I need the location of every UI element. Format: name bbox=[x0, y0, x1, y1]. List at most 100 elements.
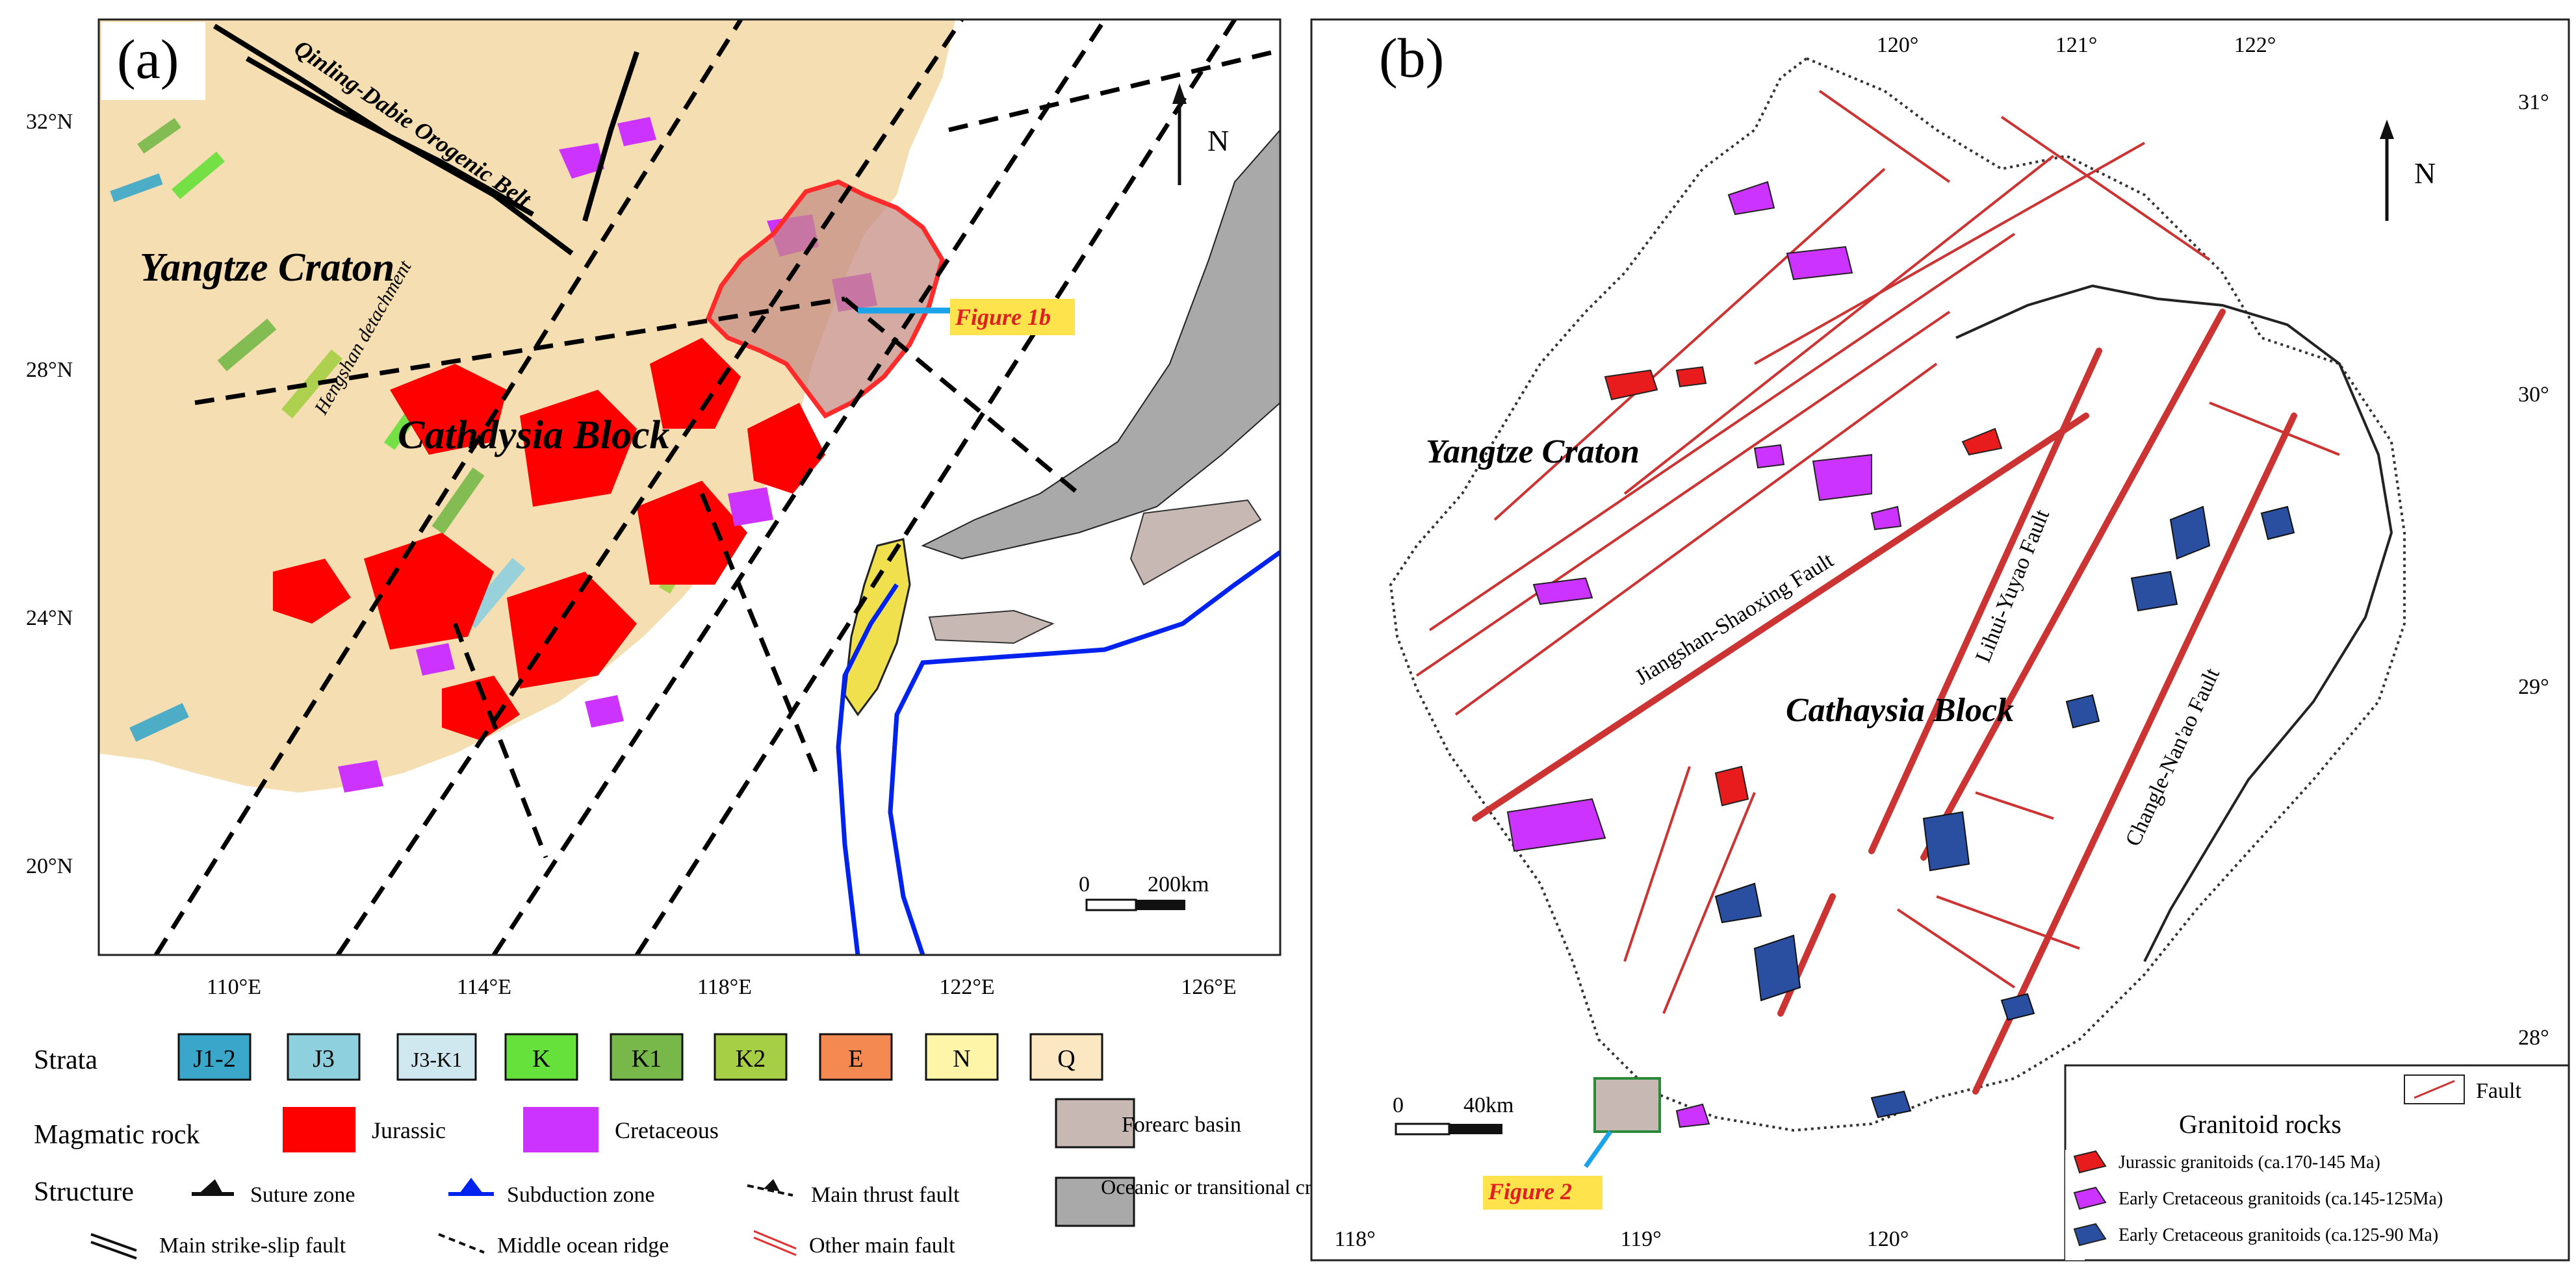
panel-b-lat-labels: 31° 30° 29° 28° bbox=[2518, 90, 2549, 1050]
north-arrow-b bbox=[2380, 120, 2394, 221]
figure-2-arrow bbox=[1584, 1130, 1612, 1169]
swatch-n bbox=[925, 1033, 999, 1081]
figure-2-callout: Figure 2 bbox=[1488, 1178, 1572, 1204]
jurassic-granitoids-b bbox=[1604, 366, 2003, 807]
svg-text:31°: 31° bbox=[2518, 90, 2549, 114]
svg-text:110°E: 110°E bbox=[207, 975, 261, 999]
forearc-basin-1 bbox=[1129, 499, 1262, 586]
scale-label-b: 40km bbox=[1463, 1093, 1513, 1117]
strike-slip-symbol bbox=[90, 1233, 137, 1260]
swatch-j12 bbox=[177, 1033, 251, 1081]
svg-text:122°: 122° bbox=[2234, 33, 2276, 57]
swatch-forearc bbox=[1055, 1098, 1135, 1149]
panel-a-lon-labels: 110°E 114°E 118°E 122°E 126°E bbox=[207, 975, 1237, 999]
swatch-k bbox=[504, 1033, 578, 1081]
swatch-oceanic bbox=[1055, 1176, 1135, 1227]
svg-text:K: K bbox=[532, 1045, 550, 1073]
swatch-e bbox=[819, 1033, 893, 1081]
panel-b-lon-bottom: 118° 119° 120° bbox=[1334, 1227, 1909, 1251]
figure-2-callout-box bbox=[1483, 1176, 1603, 1210]
panel-a-label-bg bbox=[101, 22, 205, 100]
figure-2-area bbox=[1593, 1077, 1661, 1133]
panel-b-map bbox=[1389, 57, 2406, 1210]
magmatic-title: Magmatic rock bbox=[34, 1120, 200, 1150]
strata-title: Strata bbox=[34, 1045, 97, 1075]
legend-item-ek1: Early Cretaceous granitoids (ca.145-125M… bbox=[2119, 1189, 2443, 1209]
svg-text:119°: 119° bbox=[1620, 1227, 1661, 1251]
north-label-a: N bbox=[1207, 124, 1229, 157]
swatch-j3k1 bbox=[396, 1033, 477, 1081]
strike-slip-label: Main strike-slip fault bbox=[159, 1234, 346, 1258]
scale-bar-b bbox=[1395, 1123, 1502, 1136]
svg-text:24°N: 24°N bbox=[26, 606, 73, 630]
svg-text:Q: Q bbox=[1057, 1045, 1075, 1073]
subduction-zone-2 bbox=[836, 583, 899, 955]
panel-a-label: (a) bbox=[117, 28, 179, 90]
svg-text:126°E: 126°E bbox=[1181, 975, 1236, 999]
oceanic-crust bbox=[921, 129, 1280, 560]
svg-text:28°: 28° bbox=[2518, 1026, 2549, 1050]
svg-text:J3: J3 bbox=[313, 1045, 335, 1073]
figure-1b-area bbox=[705, 179, 945, 419]
late-cretaceous-granitoids-b bbox=[1714, 505, 2295, 1119]
suture-symbol bbox=[192, 1179, 234, 1196]
ridge-label: Middle ocean ridge bbox=[497, 1234, 669, 1258]
scale-zero-a: 0 bbox=[1079, 872, 1090, 896]
swatch-jurassic bbox=[283, 1107, 355, 1152]
svg-text:120°: 120° bbox=[1877, 33, 1919, 57]
legend-item-ek2: Early Cretaceous granitoids (ca.125-90 M… bbox=[2119, 1225, 2438, 1245]
scale-bar-a bbox=[1085, 898, 1185, 911]
subduction-zone bbox=[888, 550, 1280, 955]
main-faults-b bbox=[1472, 309, 2297, 1095]
svg-text:120°: 120° bbox=[1867, 1227, 1909, 1251]
forearc-basin-2 bbox=[928, 609, 1055, 644]
minor-faults-b bbox=[1415, 90, 2340, 1014]
swatch-k1 bbox=[610, 1033, 684, 1081]
swatch-q bbox=[1029, 1033, 1103, 1081]
strike-slip-faults bbox=[154, 19, 1274, 955]
scale-label-a: 200km bbox=[1148, 872, 1209, 896]
figure-1b-callout-box bbox=[950, 299, 1075, 335]
scale-zero-b: 0 bbox=[1393, 1093, 1404, 1117]
svg-text:30°: 30° bbox=[2518, 383, 2549, 407]
strata-swatches bbox=[177, 1033, 1103, 1081]
svg-text:J3-K1: J3-K1 bbox=[411, 1048, 462, 1071]
legend-granitoid-title: Granitoid rocks bbox=[2179, 1110, 2341, 1139]
coastline bbox=[1955, 284, 2393, 962]
suture-label: Suture zone bbox=[250, 1183, 355, 1207]
panel-a-map bbox=[99, 19, 1280, 955]
svg-text:114°E: 114°E bbox=[457, 975, 511, 999]
svg-text:K2: K2 bbox=[736, 1045, 766, 1073]
svg-text:J1-2: J1-2 bbox=[193, 1045, 235, 1073]
svg-text:121°: 121° bbox=[2055, 33, 2098, 57]
zhejiang-outline bbox=[1389, 57, 2406, 1132]
ridge-symbol bbox=[438, 1233, 485, 1254]
thrust-symbol bbox=[747, 1179, 793, 1197]
suture-zone bbox=[213, 23, 639, 256]
legend-item-jurassic: Jurassic granitoids (ca.170-145 Ma) bbox=[2119, 1152, 2380, 1173]
svg-text:29°: 29° bbox=[2518, 675, 2549, 699]
jurassic-label: Jurassic bbox=[372, 1117, 446, 1143]
other-fault-label: Other main fault bbox=[809, 1234, 955, 1258]
strata-swatch-labels: J1-2 J3 J3-K1 K K1 K2 E N Q bbox=[193, 1045, 1075, 1073]
svg-text:N: N bbox=[953, 1045, 970, 1073]
panel-b-lon-top: 120° 121° 122° bbox=[1877, 33, 2276, 57]
north-arrow-a bbox=[1172, 83, 1187, 185]
cretaceous-label: Cretaceous bbox=[615, 1117, 719, 1143]
yangtze-label-b: Yangtze Craton bbox=[1426, 433, 1640, 470]
north-label-b: N bbox=[2414, 157, 2436, 190]
panel-a-frame bbox=[97, 18, 1282, 956]
thrust-label: Main thrust fault bbox=[811, 1183, 960, 1207]
panel-b-legend bbox=[2064, 1064, 2570, 1262]
oceanic-label: Oceanic or transitional crust bbox=[1101, 1175, 1336, 1199]
cretaceous-granitoids-b bbox=[1506, 181, 1902, 1128]
structure-title: Structure bbox=[34, 1177, 134, 1207]
figure-1b-callout: Figure 1b bbox=[955, 304, 1051, 330]
cathaysia-label-a: Cathdysia Block bbox=[398, 413, 670, 457]
svg-text:122°E: 122°E bbox=[939, 975, 994, 999]
panel-b-frame bbox=[1310, 18, 2570, 1262]
other-fault-symbol bbox=[753, 1230, 797, 1256]
svg-text:E: E bbox=[848, 1045, 863, 1073]
panel-b-label: (b) bbox=[1379, 27, 1444, 89]
